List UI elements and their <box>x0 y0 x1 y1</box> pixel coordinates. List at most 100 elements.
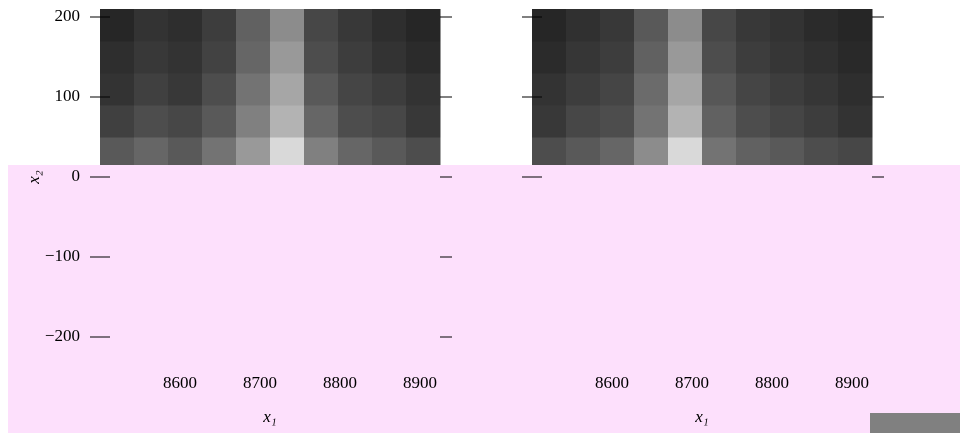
heat-cell <box>100 41 135 74</box>
heat-cell <box>372 137 407 170</box>
y-tick-label: 0 <box>72 166 81 185</box>
heat-cell <box>804 41 839 74</box>
heat-cell <box>634 105 669 138</box>
heat-cell <box>600 105 635 138</box>
heat-cell <box>838 105 873 138</box>
heat-cell <box>532 41 567 74</box>
heat-cell <box>736 73 771 106</box>
x-tick-label: 8800 <box>323 373 357 392</box>
x-tick-label: 8600 <box>163 373 197 392</box>
heat-cell <box>702 105 737 138</box>
heat-cell <box>202 41 237 74</box>
heat-cell <box>134 73 169 106</box>
heat-cell <box>270 73 305 106</box>
heat-cell <box>338 137 373 170</box>
x-axis-label: x₁ <box>262 407 276 426</box>
heat-cell <box>600 73 635 106</box>
heat-cell <box>236 137 271 170</box>
heat-cell <box>100 73 135 106</box>
heat-cell <box>270 41 305 74</box>
x-tick-label: 8800 <box>755 373 789 392</box>
x-tick-label: 8700 <box>243 373 277 392</box>
heat-cell <box>668 41 703 74</box>
heat-cell <box>770 41 805 74</box>
x-tick-label: 8600 <box>595 373 629 392</box>
heat-cell <box>100 137 135 170</box>
heat-cell <box>372 9 407 42</box>
y-axis-label: x₂ <box>24 170 43 185</box>
heat-cell <box>304 73 339 106</box>
heat-cell <box>668 73 703 106</box>
heat-cell <box>668 9 703 42</box>
heat-cell <box>702 73 737 106</box>
heat-cell <box>634 9 669 42</box>
heat-cell <box>736 105 771 138</box>
heat-cell <box>100 9 135 42</box>
heat-cell <box>600 9 635 42</box>
heat-cell <box>168 9 203 42</box>
y-tick-label: −100 <box>45 246 80 265</box>
heat-cell <box>838 137 873 170</box>
heat-cell <box>702 9 737 42</box>
heat-cell <box>736 9 771 42</box>
heat-cell <box>372 41 407 74</box>
heat-cell <box>566 137 601 170</box>
heat-cell <box>236 73 271 106</box>
heat-cell <box>566 41 601 74</box>
heat-cell <box>566 73 601 106</box>
heat-cell <box>634 137 669 170</box>
heat-cell <box>566 9 601 42</box>
x-tick-label: 8900 <box>403 373 437 392</box>
heat-cell <box>406 73 441 106</box>
heat-cell <box>770 73 805 106</box>
x-tick-label: 8900 <box>835 373 869 392</box>
y-tick-label: −200 <box>45 326 80 345</box>
heat-cell <box>304 9 339 42</box>
heat-cell <box>838 73 873 106</box>
heat-cell <box>236 9 271 42</box>
heat-cell <box>168 41 203 74</box>
heat-cell <box>770 137 805 170</box>
heat-cell <box>532 105 567 138</box>
heat-cell <box>372 105 407 138</box>
heat-cell <box>702 41 737 74</box>
heat-cell <box>566 105 601 138</box>
heat-cell <box>804 9 839 42</box>
overlay <box>8 165 960 433</box>
heat-cell <box>838 9 873 42</box>
heat-cell <box>236 105 271 138</box>
heat-cell <box>100 105 135 138</box>
heat-cell <box>532 9 567 42</box>
chart: −200−10001002008600870088008900x₁x₂86008… <box>0 0 960 433</box>
heat-cell <box>736 137 771 170</box>
heat-cell <box>270 9 305 42</box>
heat-cell <box>770 105 805 138</box>
heat-cell <box>168 105 203 138</box>
heat-cell <box>304 41 339 74</box>
heat-cell <box>202 105 237 138</box>
heat-cell <box>304 137 339 170</box>
heat-cell <box>338 41 373 74</box>
heat-cell <box>804 105 839 138</box>
heat-cell <box>202 137 237 170</box>
heat-cell <box>270 105 305 138</box>
heat-cell <box>804 73 839 106</box>
heat-cell <box>134 41 169 74</box>
heat-cell <box>532 137 567 170</box>
heat-cell <box>600 137 635 170</box>
heat-cell <box>838 41 873 74</box>
heat-cell <box>406 105 441 138</box>
heat-cell <box>600 41 635 74</box>
heatmap-layer <box>100 9 873 170</box>
heat-cell <box>202 73 237 106</box>
x-axis-label: x₁ <box>694 407 708 426</box>
heat-cell <box>668 105 703 138</box>
heat-cell <box>168 73 203 106</box>
x-tick-label: 8700 <box>675 373 709 392</box>
heat-cell <box>134 9 169 42</box>
heat-cell <box>668 137 703 170</box>
heat-cell <box>406 41 441 74</box>
heat-cell <box>634 73 669 106</box>
heat-cell <box>168 137 203 170</box>
heat-cell <box>804 137 839 170</box>
